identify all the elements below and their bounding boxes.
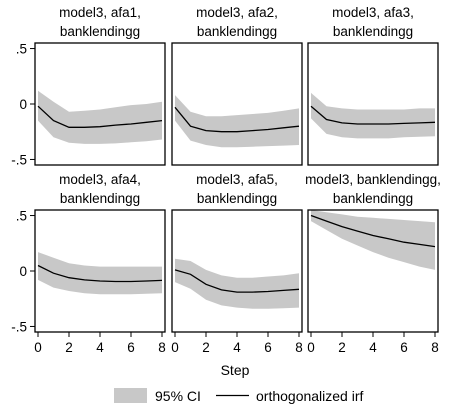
x-tick-label: 0 [307,340,315,355]
irf-line [310,214,436,248]
panel-title-line: model3, afa3, [332,5,414,20]
y-tick-label: .5 [16,42,27,57]
x-tick-label: 0 [34,340,42,355]
x-tick-label: 4 [96,340,104,355]
legend: 95% CI orthogonalized irf [114,388,364,404]
irf-line [174,269,300,293]
x-tick-label: 6 [264,340,272,355]
panel-title-line: banklendingg [197,191,277,206]
x-tick-label: 2 [202,340,210,355]
x-tick-label: 8 [431,340,439,355]
irf-line [37,264,163,283]
y-tick-label: -.5 [11,152,27,167]
x-tick-label: 6 [127,340,135,355]
panel-frame [171,42,303,166]
panel-1: model3, afa1, banklendingg .5 0 -.5 [11,5,166,167]
y-tick-label: 0 [19,264,27,279]
y-tick-label: .5 [16,209,27,224]
legend-irf-label: orthogonalized irf [256,388,364,404]
x-tick-label: 4 [369,340,377,355]
irf-line [310,105,436,125]
panel-title-line: banklendingg [333,24,413,39]
ci-band [38,90,162,144]
panel-4: model3, afa4, banklendingg .5 0 -.5 0 2 4 6 8 [11,172,166,355]
ci-band [311,92,435,139]
panel-title-line: model3, afa5, [196,172,278,187]
irf-line [37,105,163,128]
legend-ci-label: 95% CI [155,388,201,404]
panel-title-line: banklendingg [60,191,140,206]
panel-title-line: banklendingg [60,24,140,39]
panel-6: model3, banklendingg, banklendingg 0 2 4 6 8 [305,172,441,355]
panel-title-line: model3, banklendingg, [305,172,441,187]
panel-2: model3, afa2, banklendingg [171,5,303,166]
panel-5: model3, afa5, banklendingg 0 2 4 6 8 [171,172,303,355]
panel-title-line: model3, afa4, [59,172,141,187]
panel-3: model3, afa3, banklendingg [307,5,439,166]
irf-line [174,106,300,133]
x-axis-label: Step [221,362,250,378]
x-tick-label: 8 [158,340,166,355]
y-tick-label: 0 [19,97,27,112]
panel-title-line: model3, afa2, [196,5,278,20]
ci-band [175,258,299,309]
legend-ci-swatch [114,388,147,403]
ci-band [175,95,299,148]
panel-title-line: banklendingg [333,191,413,206]
y-tick-label: -.5 [11,319,27,334]
panel-title-line: model3, afa1, [59,5,141,20]
x-tick-label: 0 [171,340,179,355]
panel-frame [307,42,439,166]
x-tick-label: 4 [233,340,241,355]
x-tick-label: 2 [338,340,346,355]
ci-band [38,252,162,295]
x-tick-label: 8 [295,340,303,355]
panel-title-line: banklendingg [197,24,277,39]
x-tick-label: 2 [65,340,73,355]
ci-band [311,210,435,270]
x-tick-label: 6 [400,340,408,355]
